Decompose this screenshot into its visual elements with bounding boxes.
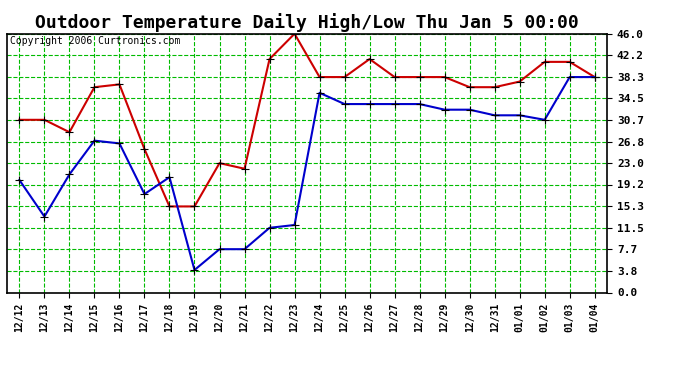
Title: Outdoor Temperature Daily High/Low Thu Jan 5 00:00: Outdoor Temperature Daily High/Low Thu J…: [35, 13, 579, 32]
Text: Copyright 2006 Curtronics.com: Copyright 2006 Curtronics.com: [10, 36, 180, 46]
